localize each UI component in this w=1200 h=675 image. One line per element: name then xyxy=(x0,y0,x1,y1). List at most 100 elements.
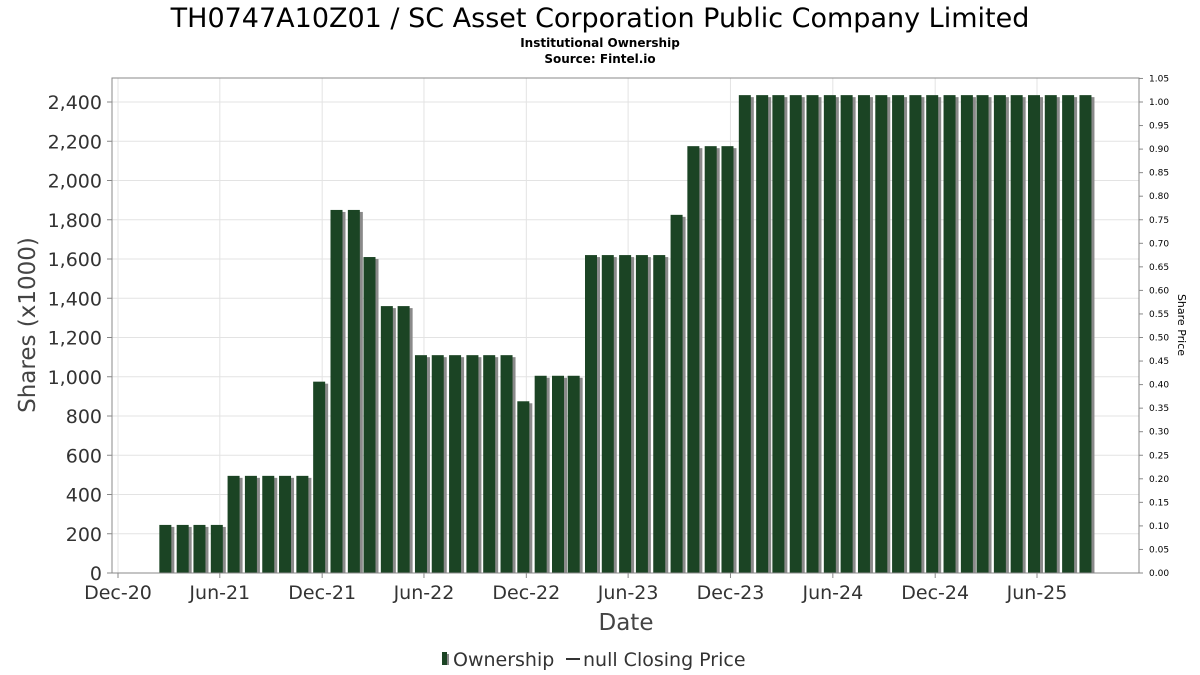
ownership-bar xyxy=(687,146,700,573)
ownership-bar xyxy=(347,209,360,573)
ownership-bar xyxy=(721,146,734,573)
ownership-bar xyxy=(449,355,462,573)
ownership-bar xyxy=(756,95,769,573)
ownership-bar xyxy=(193,524,206,573)
y2-tick-label: 0.95 xyxy=(1149,122,1169,132)
ownership-bar xyxy=(380,306,393,573)
ownership-bar xyxy=(159,524,172,573)
y-tick-label: 400 xyxy=(66,485,102,507)
x-axis-label: Date xyxy=(599,610,654,636)
ownership-bar xyxy=(1044,95,1057,573)
ownership-bar xyxy=(892,95,905,573)
ownership-bar xyxy=(1079,95,1092,573)
x-tick-label: Dec-20 xyxy=(84,582,152,604)
ownership-bar xyxy=(857,95,870,573)
x-tick-label: Dec-21 xyxy=(288,582,356,604)
legend: Ownership null Closing Price xyxy=(442,649,746,671)
ownership-bar xyxy=(296,475,309,573)
ownership-bar xyxy=(500,355,513,573)
y2-tick-label: 0.50 xyxy=(1149,334,1169,344)
ownership-bar xyxy=(875,95,888,573)
x-tick-label: Dec-24 xyxy=(901,582,969,604)
x-tick-label: Jun-21 xyxy=(188,582,250,604)
y2-tick-label: 0.00 xyxy=(1149,569,1169,579)
y2-tick-label: 0.90 xyxy=(1149,145,1169,155)
chart-source: Source: Fintel.io xyxy=(544,52,655,66)
ownership-bar xyxy=(262,475,275,573)
y2-tick-label: 0.65 xyxy=(1149,263,1169,273)
y-tick-label: 800 xyxy=(66,406,102,428)
y2-tick-label: 0.55 xyxy=(1149,310,1169,320)
y-axis: 0 200 400 600 800 1,000 1,200 1,400 1,600 1,800 2,… xyxy=(48,92,112,585)
y2-tick-label: 0.30 xyxy=(1149,428,1169,438)
ownership-bar xyxy=(926,95,939,573)
y-tick-label: 1,800 xyxy=(48,210,102,232)
y2-tick-label: 0.85 xyxy=(1149,169,1169,179)
ownership-bar xyxy=(330,209,343,573)
y2-axis: 0.00 0.05 0.10 0.15 0.20 0.25 0.30 0.35 0.40 0.45… xyxy=(1139,74,1169,579)
legend-price-label: null Closing Price xyxy=(583,649,746,671)
x-tick-label: Jun-23 xyxy=(597,582,659,604)
y-tick-label: 0 xyxy=(90,563,102,585)
y2-axis-label: Share Price xyxy=(1175,294,1188,356)
ownership-bar xyxy=(517,401,530,573)
ownership-bar xyxy=(567,375,580,573)
y-tick-label: 1,400 xyxy=(48,288,102,310)
y2-tick-label: 0.20 xyxy=(1149,475,1169,485)
y2-tick-label: 0.75 xyxy=(1149,216,1169,226)
plot-area xyxy=(111,77,1140,574)
chart-title: TH0747A10Z01 / SC Asset Corporation Publ… xyxy=(170,3,1030,34)
ownership-bar xyxy=(210,524,223,573)
ownership-bar xyxy=(1062,95,1075,573)
ownership-bar xyxy=(534,375,547,573)
ownership-bar xyxy=(431,355,444,573)
chart-subtitle: Institutional Ownership xyxy=(520,36,680,50)
y2-tick-label: 0.15 xyxy=(1149,498,1169,508)
ownership-bar xyxy=(772,95,785,573)
ownership-bar xyxy=(960,95,973,573)
ownership-bar xyxy=(653,255,666,573)
y2-tick-label: 0.80 xyxy=(1149,192,1169,202)
ownership-bar xyxy=(823,95,836,573)
legend-ownership-swatch xyxy=(442,652,447,665)
y2-tick-label: 0.45 xyxy=(1149,357,1169,367)
y-tick-label: 1,200 xyxy=(48,328,102,350)
x-tick-label: Jun-22 xyxy=(393,582,455,604)
y2-tick-label: 0.60 xyxy=(1149,286,1169,296)
x-tick-label: Dec-23 xyxy=(697,582,765,604)
y-tick-label: 2,200 xyxy=(48,131,102,153)
y-axis-label: Shares (x1000) xyxy=(15,237,41,413)
ownership-bar xyxy=(619,255,632,573)
ownership-bar xyxy=(176,524,189,573)
x-tick-label: Dec-22 xyxy=(492,582,560,604)
ownership-bar xyxy=(976,95,989,573)
ownership-bar xyxy=(244,475,257,573)
ownership-bar xyxy=(1028,95,1040,573)
y-tick-label: 600 xyxy=(66,445,102,467)
x-tick-label: Jun-25 xyxy=(1006,582,1068,604)
ownership-bar xyxy=(704,146,717,573)
ownership-bar xyxy=(227,475,240,573)
bars xyxy=(159,95,1095,573)
y2-tick-label: 1.05 xyxy=(1149,74,1169,84)
y2-tick-label: 0.05 xyxy=(1149,545,1169,555)
y-tick-label: 1,600 xyxy=(48,249,102,271)
ownership-bar xyxy=(806,95,819,573)
y-tick-label: 2,000 xyxy=(48,171,102,193)
ownership-bar xyxy=(840,95,853,573)
y-tick-label: 200 xyxy=(66,524,102,546)
ownership-bar xyxy=(483,355,496,573)
y2-tick-label: 0.25 xyxy=(1149,451,1169,461)
y2-tick-label: 1.00 xyxy=(1149,98,1169,108)
y-tick-label: 2,400 xyxy=(48,92,102,114)
legend-ownership-label: Ownership xyxy=(453,649,554,671)
ownership-bar xyxy=(397,306,410,573)
ownership-bar xyxy=(279,475,292,573)
ownership-bar xyxy=(585,255,598,573)
ownership-bar xyxy=(363,257,376,573)
y2-tick-label: 0.35 xyxy=(1149,404,1169,414)
x-axis: Dec-20 Jun-21 Dec-21 Jun-22 Dec-22 Jun-23 Dec-… xyxy=(84,573,1067,604)
ownership-bar xyxy=(789,95,802,573)
ownership-bar xyxy=(601,255,614,573)
